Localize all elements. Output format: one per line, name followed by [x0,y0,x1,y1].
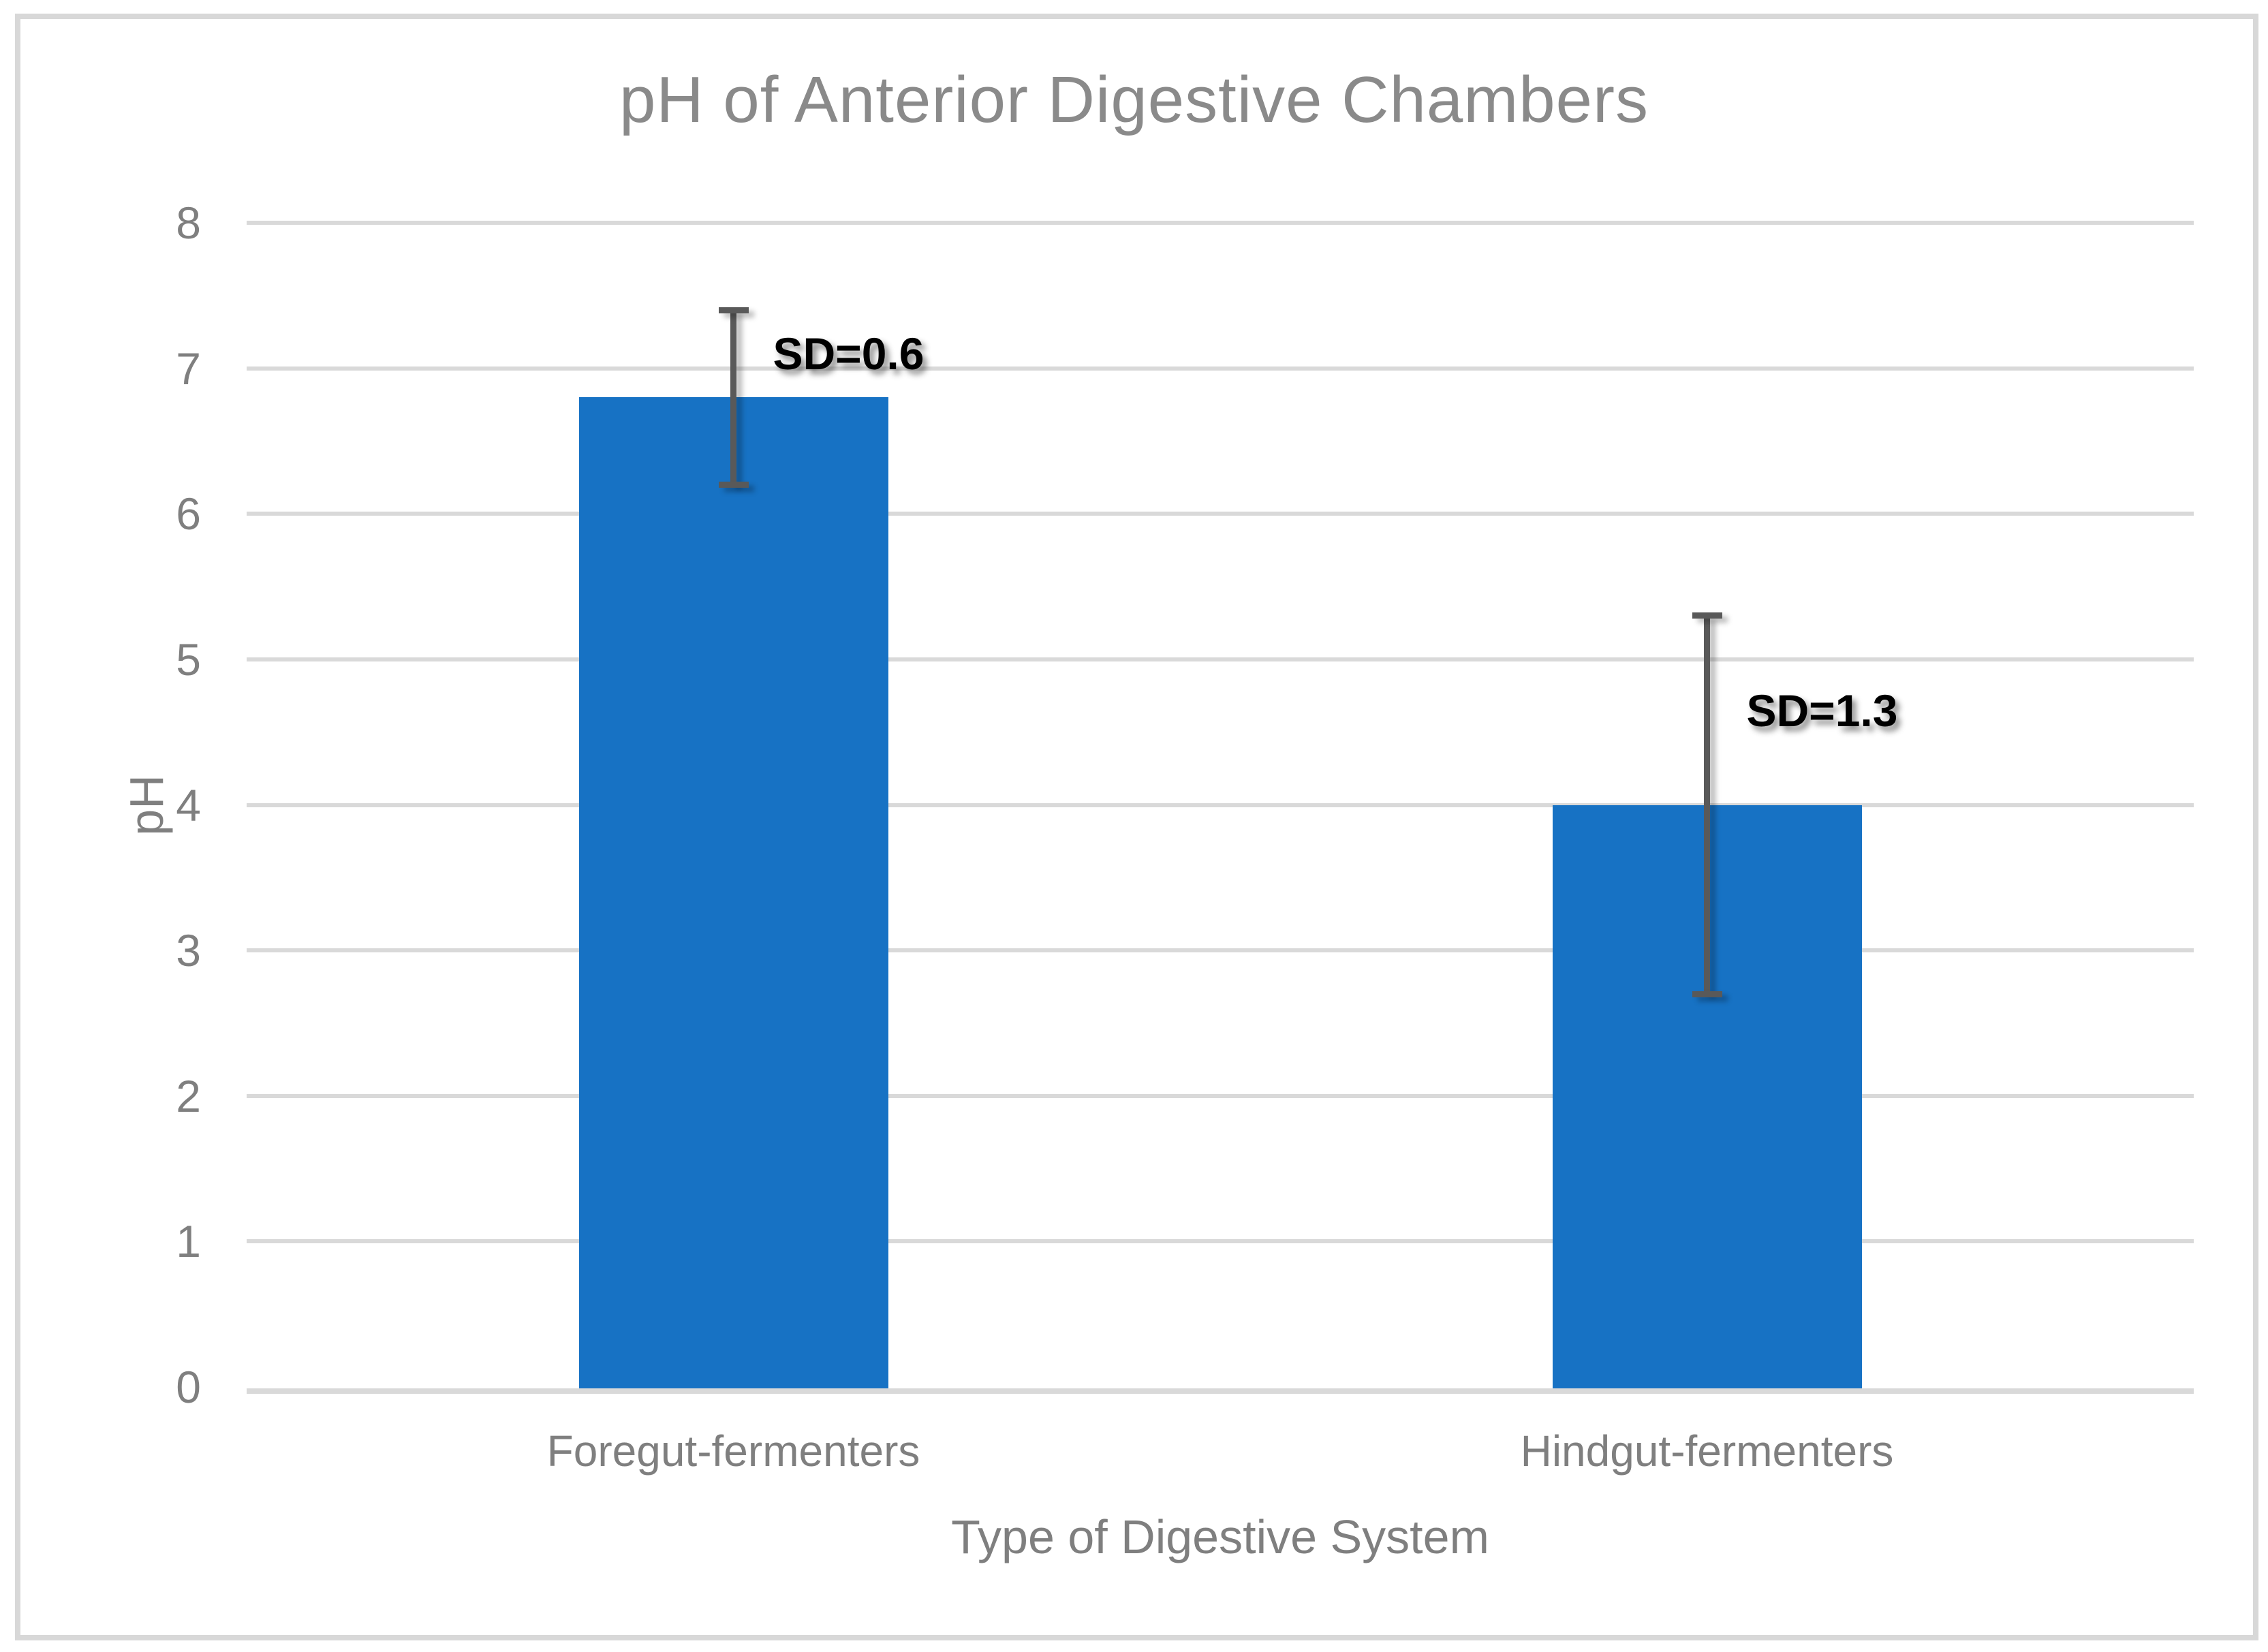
y-tick-label-4: 4 [176,779,201,830]
sd-label-foregut-fermenters: SD=0.6 [773,328,925,379]
y-tick-label-0: 0 [176,1362,201,1412]
y-tick-label-8: 8 [176,198,201,248]
x-axis-title: Type of Digestive System [951,1510,1489,1563]
error-bar-cap-top-foregut-fermenters [718,307,749,313]
y-tick-label-3: 3 [176,925,201,976]
y-tick-label-1: 1 [176,1216,201,1267]
gridline-7 [247,366,2194,371]
gridline-3 [247,948,2194,953]
y-tick-label-6: 6 [176,488,201,540]
gridline-5 [247,657,2194,661]
error-bar-cap-top-hindgut-fermenters [1692,612,1722,619]
error-bar-line-foregut-fermenters [730,310,736,485]
error-bar-cap-bottom-hindgut-fermenters [1692,991,1722,997]
y-tick-label-7: 7 [176,343,201,394]
x-category-label-foregut-fermenters: Foregut-fermenters [546,1427,920,1476]
gridline-1 [247,1239,2194,1244]
gridline-4 [247,802,2194,807]
gridline-0 [247,1388,2194,1394]
y-tick-label-2: 2 [176,1070,201,1121]
y-tick-label-5: 5 [176,634,201,685]
bar-foregut-fermenters [578,397,888,1388]
sd-label-hindgut-fermenters: SD=1.3 [1746,685,1898,736]
error-bar-line-hindgut-fermenters [1704,615,1710,995]
chart-frame-border [15,14,2258,1640]
gridline-8 [247,221,2194,225]
gridline-6 [247,512,2194,516]
chart-title: pH of Anterior Digestive Chambers [619,63,1649,136]
gridline-2 [247,1093,2194,1098]
error-bar-cap-bottom-foregut-fermenters [718,482,749,488]
x-category-label-hindgut-fermenters: Hindgut-fermenters [1520,1427,1894,1476]
